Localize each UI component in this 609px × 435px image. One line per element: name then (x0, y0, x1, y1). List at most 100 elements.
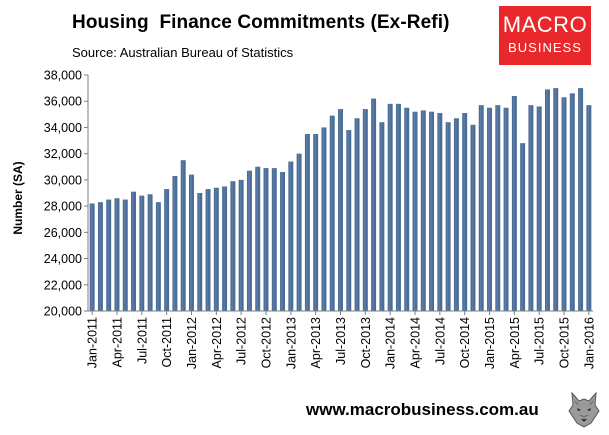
bar-nov-2014 (470, 124, 476, 311)
x-tick-label: Jul-2013 (334, 317, 348, 365)
bar-shading (99, 202, 101, 311)
bar-shading (347, 130, 350, 311)
x-tick-label: Jan-2015 (483, 317, 497, 369)
bar-shading (140, 195, 143, 311)
x-tick-label: Jan-2011 (86, 317, 100, 368)
bar-shading (521, 143, 523, 311)
bar-shading (306, 134, 308, 311)
bar-apr-2015 (511, 95, 517, 311)
x-tick-label: Jan-2016 (582, 317, 596, 369)
bar-aug-2013 (346, 130, 352, 311)
bar-feb-2011 (97, 202, 103, 311)
bar-apr-2012 (213, 187, 219, 311)
bar-shading (231, 181, 234, 311)
x-tick-label: Jan-2012 (185, 317, 199, 369)
bar-dec-2014 (478, 105, 484, 311)
bar-may-2014 (420, 110, 426, 312)
x-tick-label: Apr-2011 (110, 317, 124, 368)
bar-shading (173, 175, 176, 311)
bar-oct-2015 (561, 97, 567, 311)
bar-mar-2014 (404, 107, 410, 311)
bar-may-2011 (122, 199, 128, 311)
bar-shading (537, 106, 540, 311)
bar-shading (587, 105, 590, 311)
x-tick-label: Apr-2013 (309, 317, 323, 368)
bar-oct-2013 (362, 109, 368, 311)
bar-feb-2014 (395, 103, 401, 311)
bar-jan-2016 (586, 105, 592, 311)
y-axis-label: Number (SA) (11, 161, 25, 234)
bar-jun-2011 (131, 191, 137, 311)
bar-shading (504, 107, 507, 311)
bar-jan-2012 (189, 174, 194, 311)
wolf-icon (566, 389, 602, 429)
bar-sep-2013 (354, 118, 360, 312)
bar-jul-2011 (139, 195, 145, 311)
bar-shading (157, 202, 159, 311)
bar-shading (355, 118, 358, 312)
bar-shading (430, 111, 432, 312)
bar-apr-2013 (313, 134, 319, 311)
x-tick-label: Jan-2014 (384, 317, 398, 369)
bar-jul-2014 (437, 113, 443, 312)
bar-shading (223, 186, 225, 311)
x-tick-label: Jul-2015 (533, 317, 547, 365)
x-axis: Jan-2011 Apr-2011 Jul-2011 Oct-2011 Jan-2012… (86, 311, 596, 369)
y-tick-label: 26,000 (44, 226, 82, 240)
bar-dec-2013 (379, 122, 385, 311)
bar-oct-2014 (462, 113, 468, 312)
bar-shading (281, 172, 283, 311)
bar-shading (380, 122, 383, 311)
bar-shading (215, 187, 217, 311)
bar-jun-2015 (528, 105, 534, 311)
bar-shading (181, 160, 184, 311)
bar-oct-2011 (164, 189, 170, 311)
bar-shading (248, 170, 250, 311)
bar-shading (388, 103, 391, 311)
bar-jun-2014 (429, 111, 435, 312)
bar-aug-2015 (544, 89, 550, 311)
x-tick-label: Jul-2011 (135, 317, 149, 364)
bar-mar-2015 (503, 107, 509, 311)
y-tick-label: 34,000 (44, 121, 82, 135)
y-tick-label: 20,000 (44, 305, 82, 319)
bar-shading (438, 113, 441, 312)
x-tick-label: Oct-2013 (359, 317, 373, 368)
bar-shading (289, 161, 292, 311)
bar-shading (165, 189, 167, 311)
bar-may-2015 (520, 143, 526, 311)
bar-shading (339, 109, 341, 311)
website-url: www.macrobusiness.com.au (306, 400, 539, 419)
bar-shading (190, 174, 192, 311)
y-tick-label: 30,000 (44, 173, 82, 187)
bar-shading (446, 122, 449, 311)
bar-aug-2012 (246, 170, 252, 311)
bar-shading (554, 88, 556, 311)
bar-jun-2012 (230, 181, 236, 311)
bar-shading (273, 168, 275, 311)
x-tick-label: Apr-2015 (508, 317, 522, 368)
bar-jul-2013 (338, 109, 343, 311)
chart-title: Housing Finance Commitments (Ex-Refi) (72, 12, 450, 33)
bar-may-2013 (321, 127, 327, 311)
x-tick-label: Oct-2012 (259, 317, 273, 368)
bar-feb-2015 (495, 105, 501, 311)
logo-line2: BUSINESS (508, 40, 582, 55)
bar-nov-2013 (371, 98, 377, 311)
bar-nov-2012 (271, 168, 277, 311)
bar-apr-2011 (114, 198, 120, 311)
bar-series (89, 88, 592, 312)
bar-dec-2011 (180, 160, 186, 311)
bar-shading (488, 107, 490, 311)
bar-shading (322, 127, 325, 311)
bar-shading (463, 113, 465, 312)
y-tick-label: 32,000 (44, 147, 82, 161)
bar-mar-2011 (106, 199, 112, 311)
bar-shading (198, 193, 201, 311)
bar-shading (364, 109, 366, 311)
bar-sep-2012 (255, 166, 261, 311)
bar-nov-2015 (569, 93, 575, 311)
bar-shading (562, 97, 565, 311)
macrobusiness-logo: MACRO BUSINESS (499, 6, 591, 65)
x-tick-label: Apr-2014 (409, 317, 423, 368)
